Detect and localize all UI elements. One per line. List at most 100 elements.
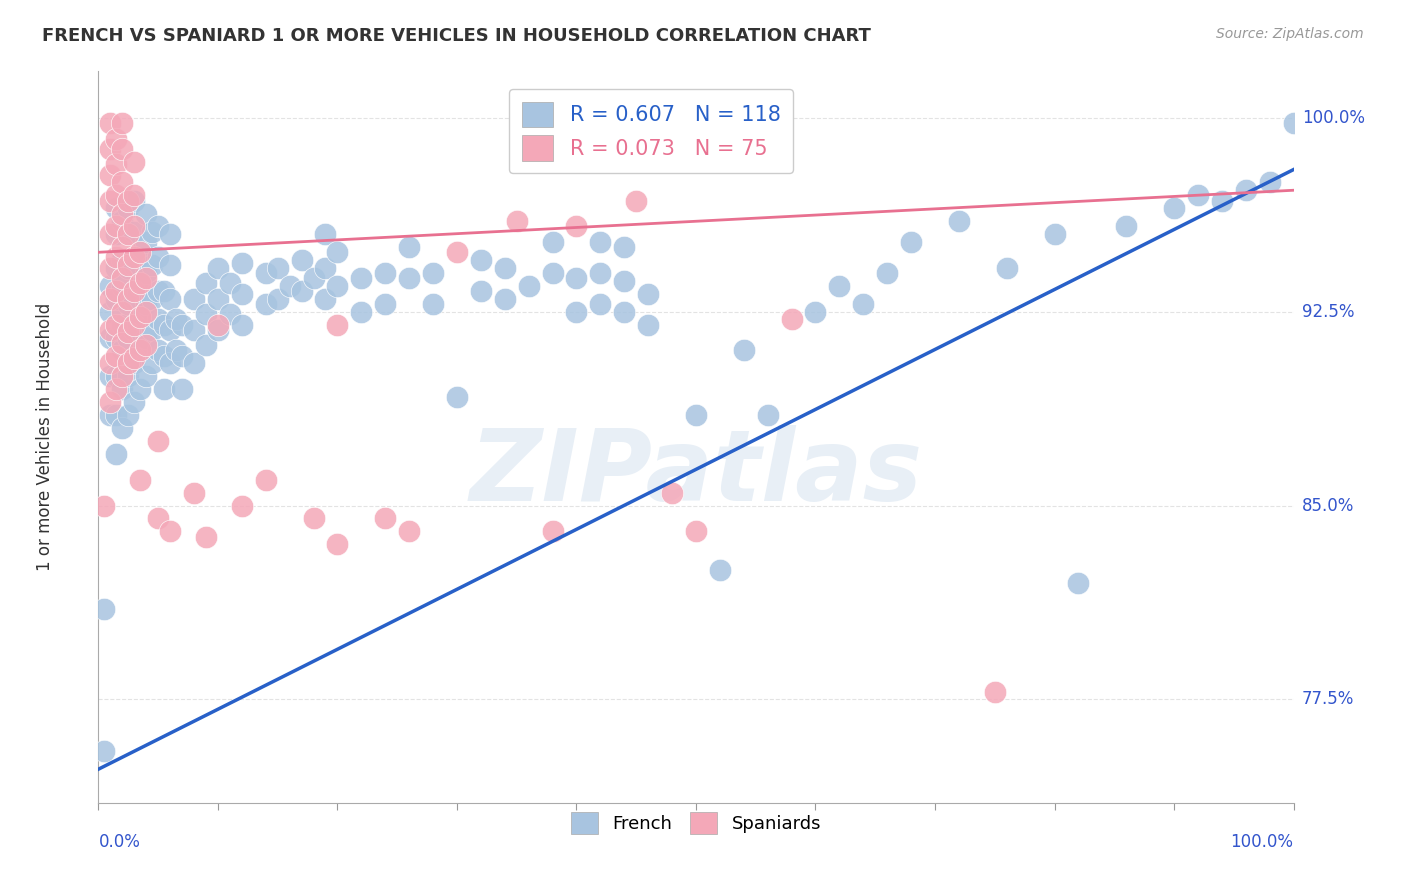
Point [195, 277, 218, 291]
Point [637, 286, 659, 301]
Point [117, 258, 139, 272]
Point [148, 434, 170, 448]
Point [124, 258, 146, 272]
Point [1234, 183, 1257, 197]
Point [111, 343, 134, 358]
Point [183, 323, 205, 337]
Point [350, 271, 373, 285]
Point [291, 253, 314, 268]
Point [207, 292, 229, 306]
Text: 100.0%: 100.0% [1302, 109, 1365, 127]
Point [124, 292, 146, 306]
Point [494, 292, 516, 306]
Point [733, 343, 755, 358]
Point [111, 214, 134, 228]
Point [93, 744, 115, 758]
Point [129, 312, 152, 326]
Point [1258, 176, 1281, 190]
Point [517, 278, 540, 293]
Point [117, 356, 139, 370]
Point [172, 349, 194, 363]
Point [129, 473, 152, 487]
Point [172, 382, 194, 396]
Point [948, 214, 970, 228]
Point [267, 260, 290, 275]
Point [105, 292, 128, 306]
Point [159, 292, 181, 306]
Point [93, 602, 115, 616]
Point [124, 356, 146, 370]
Point [111, 318, 134, 332]
Point [98, 323, 122, 337]
Point [111, 421, 134, 435]
Point [111, 304, 134, 318]
Point [124, 284, 146, 298]
Point [374, 297, 396, 311]
Point [129, 343, 152, 358]
Point [159, 356, 181, 370]
Point [254, 473, 277, 487]
Point [129, 310, 152, 324]
Point [124, 318, 146, 332]
Point [117, 194, 139, 208]
Point [98, 227, 122, 242]
Point [302, 511, 325, 525]
Point [780, 312, 803, 326]
Point [117, 292, 139, 306]
Point [685, 524, 707, 539]
Point [326, 537, 349, 551]
Point [254, 266, 277, 280]
Text: 100.0%: 100.0% [1230, 833, 1294, 851]
Point [117, 297, 139, 311]
Point [685, 408, 707, 422]
Point [148, 312, 170, 326]
Point [565, 271, 588, 285]
Point [111, 116, 134, 130]
Point [350, 304, 373, 318]
Point [111, 335, 134, 350]
Point [637, 318, 659, 332]
Point [231, 499, 253, 513]
Point [135, 330, 157, 344]
Point [98, 330, 122, 344]
Point [589, 266, 612, 280]
Point [709, 563, 731, 577]
Point [111, 206, 134, 220]
Point [207, 323, 229, 337]
Point [153, 284, 176, 298]
Point [98, 304, 122, 318]
Text: 85.0%: 85.0% [1302, 497, 1354, 515]
Point [470, 284, 492, 298]
Point [98, 369, 122, 384]
Point [135, 266, 157, 280]
Point [565, 219, 588, 234]
Point [231, 286, 253, 301]
Point [141, 292, 163, 306]
Point [148, 284, 170, 298]
Point [804, 304, 827, 318]
Point [141, 323, 163, 337]
Point [165, 312, 187, 326]
Point [589, 297, 612, 311]
Point [661, 485, 683, 500]
Point [1211, 194, 1233, 208]
Point [159, 227, 181, 242]
Point [111, 369, 134, 384]
Point [124, 188, 146, 202]
Point [756, 408, 779, 422]
Point [207, 318, 229, 332]
Point [124, 351, 146, 366]
Point [93, 499, 115, 513]
Point [141, 225, 163, 239]
Point [148, 219, 170, 234]
Point [98, 395, 122, 409]
Point [153, 318, 176, 332]
Point [129, 278, 152, 293]
Point [165, 343, 187, 358]
Point [159, 524, 181, 539]
Point [129, 245, 152, 260]
Point [159, 258, 181, 272]
Point [117, 227, 139, 242]
Text: 77.5%: 77.5% [1302, 690, 1354, 708]
Point [589, 235, 612, 249]
